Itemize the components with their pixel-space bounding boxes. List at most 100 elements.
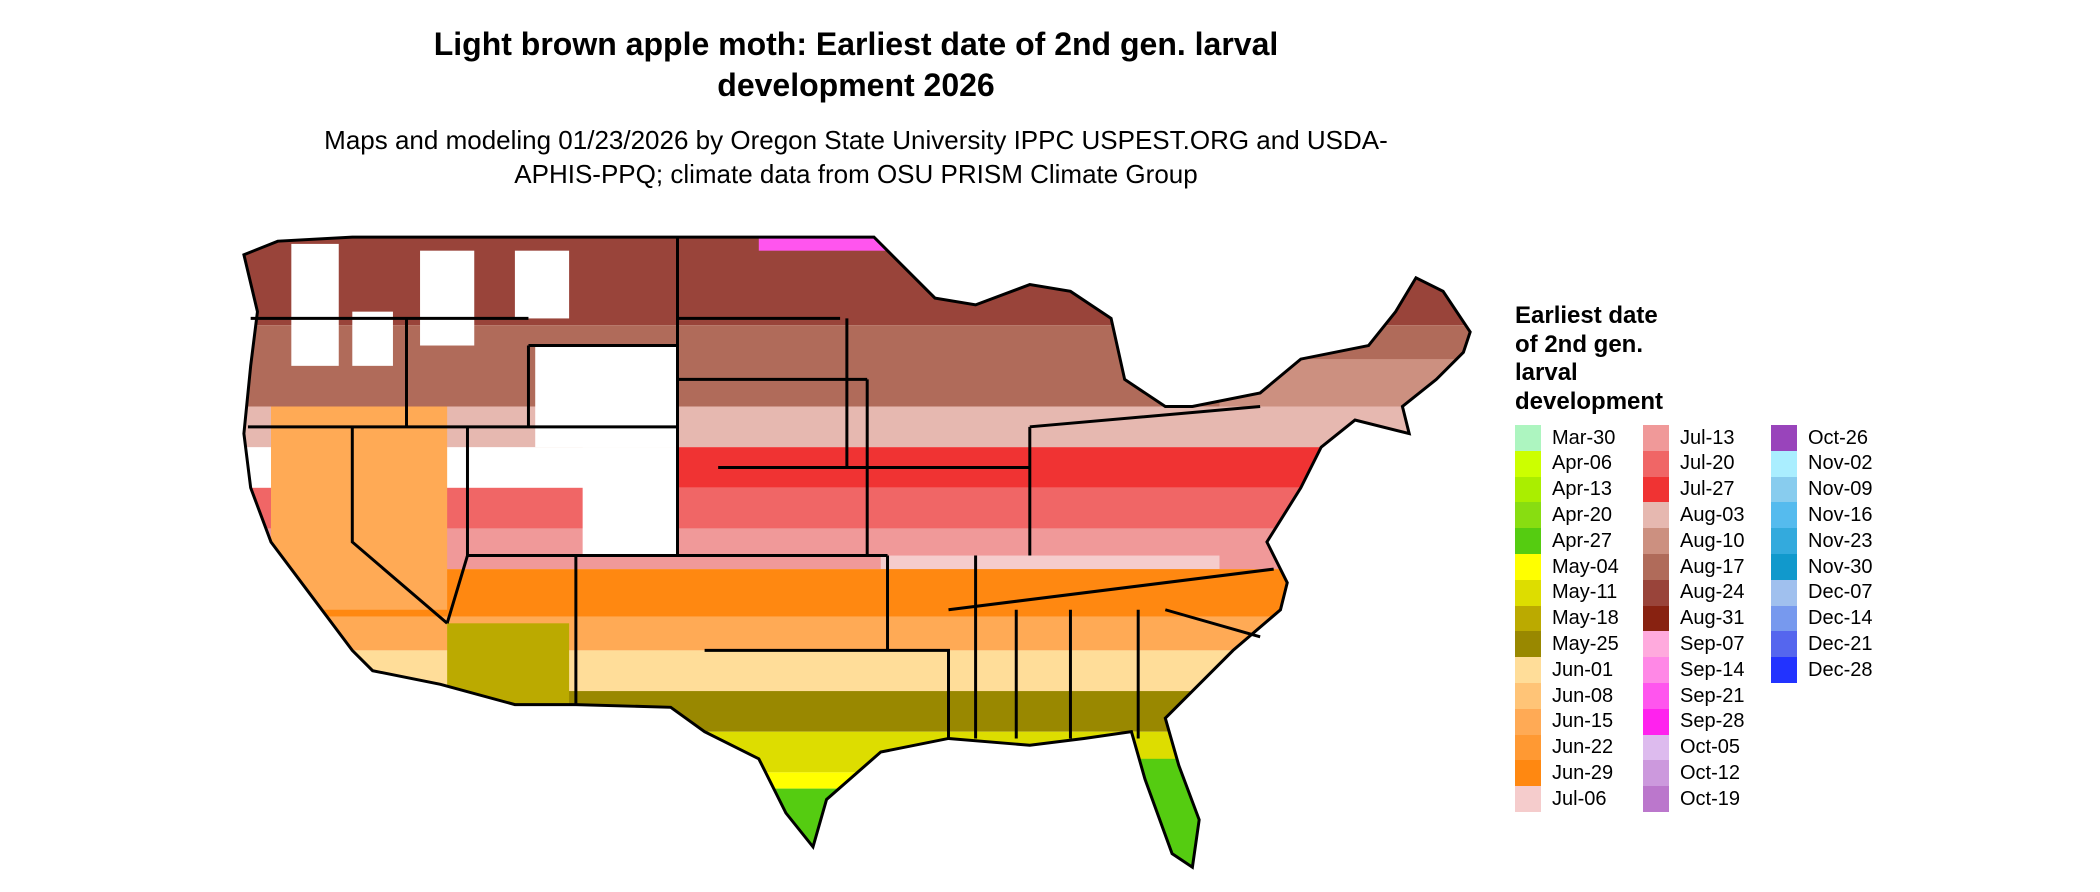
legend-item: Jun-08 bbox=[1515, 683, 1613, 709]
legend-swatch bbox=[1515, 579, 1541, 606]
map-fill bbox=[243, 237, 1471, 868]
legend-label: Nov-16 bbox=[1808, 503, 1873, 526]
legend-label: Sep-07 bbox=[1680, 632, 1745, 655]
legend-item: Jul-20 bbox=[1643, 450, 1735, 477]
legend-swatch bbox=[1515, 657, 1541, 684]
legend-label: Oct-19 bbox=[1680, 787, 1741, 810]
legend-swatch bbox=[1515, 476, 1541, 503]
legend-label: Oct-12 bbox=[1680, 761, 1741, 784]
legend-item: Jul-06 bbox=[1515, 786, 1606, 813]
map-region bbox=[243, 616, 1471, 651]
map-region bbox=[243, 528, 1471, 570]
legend-label: Nov-09 bbox=[1808, 478, 1873, 501]
legend-label: Aug-24 bbox=[1680, 581, 1745, 604]
legend-item: Jun-01 bbox=[1515, 657, 1614, 684]
legend-swatch bbox=[1515, 605, 1541, 632]
legend-label: Jun-29 bbox=[1552, 761, 1614, 784]
map-region bbox=[514, 250, 570, 319]
legend-label: Sep-28 bbox=[1680, 710, 1745, 733]
legend-swatch bbox=[1643, 631, 1669, 658]
legend-label: Apr-06 bbox=[1552, 452, 1613, 475]
map bbox=[242, 235, 1472, 870]
legend-item: Jun-22 bbox=[1515, 734, 1613, 761]
legend-item: Mar-30 bbox=[1515, 425, 1615, 451]
legend-swatch bbox=[1515, 760, 1541, 787]
legend-label: Dec-28 bbox=[1808, 658, 1873, 681]
legend-item: Sep-21 bbox=[1643, 683, 1745, 709]
legend-swatch bbox=[1515, 631, 1541, 658]
legend-item: Dec-21 bbox=[1771, 631, 1872, 658]
legend-title: Earliest date of 2nd gen. larval develop… bbox=[1515, 302, 1664, 415]
legend-swatch bbox=[1771, 425, 1797, 451]
map-region bbox=[243, 731, 1471, 773]
legend-swatch bbox=[1643, 450, 1669, 477]
map-region bbox=[352, 311, 393, 366]
map-region bbox=[1219, 359, 1471, 414]
legend-swatch bbox=[1643, 605, 1669, 632]
title: Light brown apple moth: Earliest date of… bbox=[433, 26, 1279, 103]
legend-item: Sep-14 bbox=[1643, 657, 1745, 684]
legend-item: Oct-12 bbox=[1643, 760, 1741, 787]
map-region bbox=[243, 569, 1471, 617]
legend-swatch bbox=[1643, 476, 1669, 503]
legend-item: May-18 bbox=[1515, 605, 1619, 632]
legend-label: Nov-02 bbox=[1808, 452, 1873, 475]
legend-item: Nov-23 bbox=[1771, 528, 1873, 555]
legend-item: Apr-20 bbox=[1515, 502, 1612, 529]
legend-item: Dec-07 bbox=[1771, 579, 1873, 606]
legend-swatch bbox=[1643, 528, 1669, 555]
legend-swatch bbox=[1643, 708, 1669, 735]
legend-label: Jul-20 bbox=[1680, 452, 1735, 475]
legend-swatch bbox=[1515, 708, 1541, 735]
legend-item: Oct-19 bbox=[1643, 786, 1741, 813]
legend-swatch bbox=[1771, 528, 1797, 555]
map-region bbox=[291, 243, 339, 366]
legend-swatch bbox=[1515, 554, 1541, 580]
legend-swatch bbox=[1771, 579, 1797, 606]
map-region bbox=[1111, 758, 1220, 868]
legend-label: Apr-13 bbox=[1552, 478, 1613, 501]
legend-item: Aug-03 bbox=[1643, 502, 1745, 529]
legend-swatch bbox=[1643, 425, 1669, 451]
legend-item: Sep-07 bbox=[1643, 631, 1745, 658]
legend-label: Jun-01 bbox=[1552, 658, 1614, 681]
legend-item: Jun-15 bbox=[1515, 708, 1613, 735]
legend-item: May-25 bbox=[1515, 631, 1619, 658]
legend-item: Nov-09 bbox=[1771, 476, 1873, 503]
legend-label: Sep-14 bbox=[1680, 658, 1745, 681]
legend-label: Oct-05 bbox=[1680, 736, 1741, 759]
legend-label: Aug-10 bbox=[1680, 529, 1745, 552]
map-region bbox=[535, 345, 678, 448]
subtitle: Maps and modeling 01/23/2026 by Oregon S… bbox=[324, 125, 1388, 189]
legend-label: Dec-07 bbox=[1808, 581, 1873, 604]
legend-item: Apr-06 bbox=[1515, 450, 1613, 477]
map-region bbox=[758, 788, 868, 868]
legend-item: Oct-26 bbox=[1771, 425, 1868, 451]
legend-item: Apr-13 bbox=[1515, 476, 1613, 503]
legend-label: Jul-27 bbox=[1680, 478, 1735, 501]
legend-item: Nov-16 bbox=[1771, 502, 1873, 529]
map-region bbox=[243, 650, 1471, 692]
legend-item: Apr-27 bbox=[1515, 528, 1612, 555]
legend-swatch bbox=[1515, 528, 1541, 555]
map-region bbox=[271, 406, 448, 610]
legend-swatch bbox=[1771, 657, 1797, 684]
legend-label: Oct-26 bbox=[1808, 426, 1869, 449]
legend-swatch bbox=[1643, 502, 1669, 529]
legend-item: Dec-28 bbox=[1771, 657, 1873, 684]
legend-swatch bbox=[1515, 450, 1541, 477]
legend-item: May-11 bbox=[1515, 579, 1617, 606]
legend-swatch bbox=[1771, 631, 1797, 658]
legend-label: Dec-14 bbox=[1808, 607, 1873, 630]
legend-swatch bbox=[1515, 425, 1541, 451]
legend-label: Mar-30 bbox=[1552, 426, 1616, 449]
legend-item: May-04 bbox=[1515, 554, 1619, 580]
map-region bbox=[243, 691, 1471, 732]
legend-label: Sep-21 bbox=[1680, 684, 1745, 707]
legend-item: Jul-27 bbox=[1643, 476, 1735, 503]
legend-label: Nov-23 bbox=[1808, 529, 1873, 552]
legend-item: Aug-31 bbox=[1643, 605, 1745, 632]
legend-swatch bbox=[1643, 760, 1669, 787]
map-region bbox=[243, 487, 1471, 529]
